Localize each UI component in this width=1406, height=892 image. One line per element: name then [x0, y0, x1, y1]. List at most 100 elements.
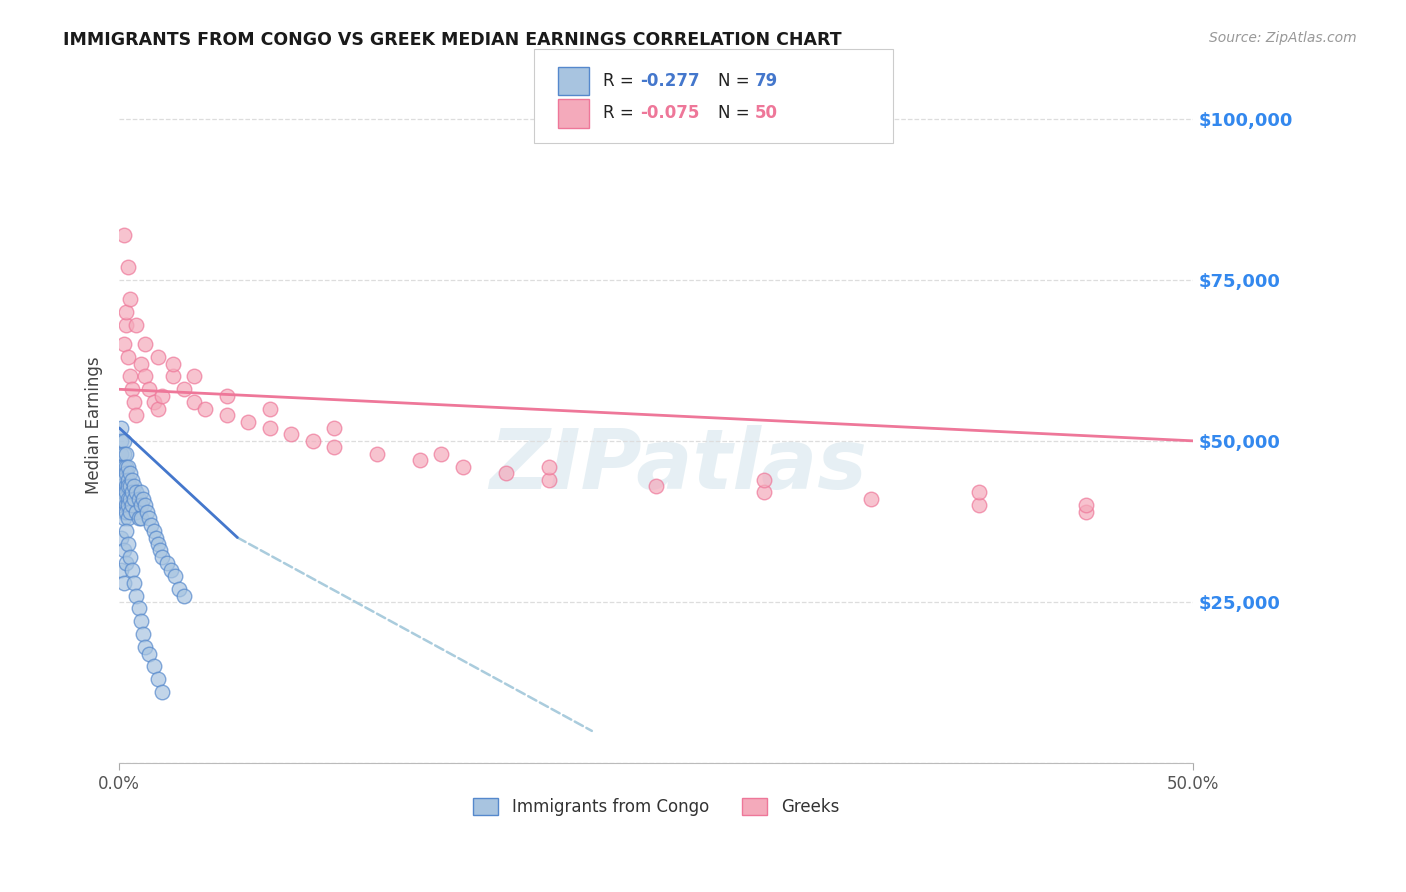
Point: [141, 517, 163, 532]
Text: -0.277: -0.277: [640, 72, 699, 90]
Point: [117, 537, 139, 551]
Point: [129, 511, 152, 525]
Point: [1074, 498, 1097, 512]
Point: [118, 369, 141, 384]
Point: [138, 511, 160, 525]
Point: [409, 453, 432, 467]
Point: [121, 498, 143, 512]
Point: [215, 408, 238, 422]
Point: [114, 557, 136, 571]
Point: [215, 389, 238, 403]
Point: [183, 369, 205, 384]
Point: [138, 382, 160, 396]
Text: 50: 50: [755, 104, 778, 122]
Point: [110, 421, 132, 435]
Point: [125, 318, 148, 332]
Point: [132, 491, 155, 506]
Point: [110, 498, 132, 512]
Point: [114, 498, 136, 512]
Point: [128, 601, 150, 615]
Point: [495, 466, 517, 480]
Point: [150, 685, 173, 699]
Point: [110, 459, 132, 474]
Text: -0.075: -0.075: [640, 104, 699, 122]
Point: [128, 511, 150, 525]
Point: [117, 350, 139, 364]
Text: IMMIGRANTS FROM CONGO VS GREEK MEDIAN EARNINGS CORRELATION CHART: IMMIGRANTS FROM CONGO VS GREEK MEDIAN EA…: [63, 31, 842, 49]
Point: [169, 582, 191, 596]
Point: [146, 673, 169, 687]
Point: [114, 524, 136, 538]
Point: [132, 627, 155, 641]
Point: [110, 479, 132, 493]
Point: [146, 401, 169, 416]
Legend: Immigrants from Congo, Greeks: Immigrants from Congo, Greeks: [467, 791, 846, 822]
Point: [150, 549, 173, 564]
Point: [112, 337, 135, 351]
Point: [128, 491, 150, 506]
Point: [259, 421, 281, 435]
Point: [259, 401, 281, 416]
Point: [280, 427, 302, 442]
Point: [112, 505, 135, 519]
Point: [134, 498, 156, 512]
Text: 79: 79: [755, 72, 779, 90]
Point: [117, 498, 139, 512]
Point: [537, 459, 560, 474]
Point: [366, 447, 388, 461]
Point: [114, 459, 136, 474]
Point: [112, 575, 135, 590]
Point: [110, 434, 132, 448]
Point: [118, 479, 141, 493]
Point: [121, 485, 143, 500]
Point: [118, 491, 141, 506]
Point: [112, 485, 135, 500]
Point: [136, 505, 159, 519]
Point: [165, 569, 187, 583]
Point: [117, 260, 139, 274]
Point: [114, 447, 136, 461]
Point: [138, 647, 160, 661]
Point: [112, 511, 135, 525]
Point: [118, 292, 141, 306]
Point: [112, 459, 135, 474]
Point: [118, 549, 141, 564]
Point: [114, 318, 136, 332]
Point: [112, 491, 135, 506]
Point: [125, 485, 148, 500]
Point: [129, 615, 152, 629]
Point: [110, 473, 132, 487]
Point: [159, 563, 181, 577]
Point: [301, 434, 323, 448]
Point: [146, 537, 169, 551]
Point: [117, 459, 139, 474]
Point: [112, 447, 135, 461]
Point: [173, 589, 195, 603]
Text: R =: R =: [603, 72, 640, 90]
Point: [323, 421, 346, 435]
Point: [173, 382, 195, 396]
Point: [430, 447, 453, 461]
Point: [645, 479, 668, 493]
Point: [451, 459, 474, 474]
Point: [118, 505, 141, 519]
Point: [323, 440, 346, 454]
Point: [1074, 505, 1097, 519]
Point: [117, 473, 139, 487]
Point: [194, 401, 217, 416]
Point: [238, 415, 260, 429]
Point: [150, 389, 173, 403]
Point: [162, 369, 184, 384]
Point: [145, 531, 167, 545]
Point: [110, 531, 132, 545]
Point: [110, 491, 132, 506]
Point: [125, 589, 148, 603]
Point: [146, 350, 169, 364]
Point: [162, 357, 184, 371]
Point: [124, 395, 146, 409]
Point: [142, 524, 165, 538]
Point: [125, 408, 148, 422]
Text: Source: ZipAtlas.com: Source: ZipAtlas.com: [1209, 31, 1357, 45]
Point: [121, 382, 143, 396]
Point: [114, 305, 136, 319]
